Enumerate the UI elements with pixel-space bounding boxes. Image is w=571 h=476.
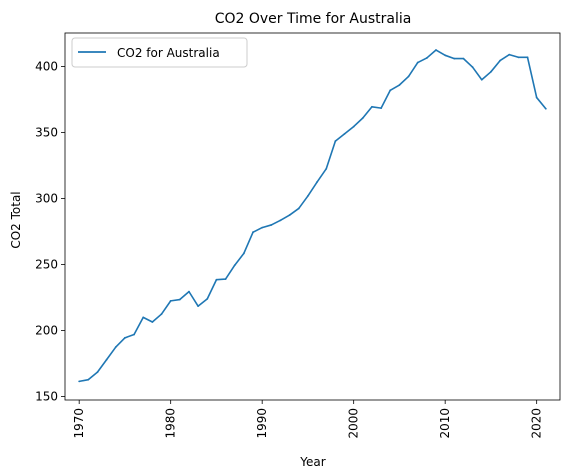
y-tick-label: 250 bbox=[35, 258, 58, 272]
y-tick-label: 200 bbox=[35, 324, 58, 338]
plot-frame bbox=[64, 32, 561, 401]
y-tick-label: 400 bbox=[35, 60, 58, 74]
data-point bbox=[389, 89, 392, 92]
data-point bbox=[197, 305, 200, 308]
data-point bbox=[270, 224, 273, 226]
data-point bbox=[380, 107, 383, 110]
data-point bbox=[142, 316, 145, 319]
y-tick-label: 150 bbox=[35, 390, 58, 404]
data-point bbox=[517, 56, 520, 59]
data-point bbox=[398, 84, 401, 86]
data-point bbox=[151, 321, 154, 323]
y-axis-ticks: 150 200 250 300 350 400 bbox=[35, 60, 65, 404]
data-point bbox=[425, 57, 428, 59]
data-point bbox=[261, 226, 264, 229]
data-point bbox=[544, 107, 547, 110]
chart-title: CO2 Over Time for Australia bbox=[215, 11, 412, 27]
data-point bbox=[471, 66, 474, 69]
data-point bbox=[316, 181, 318, 183]
x-tick-label: 2000 bbox=[347, 408, 361, 439]
x-tick-label: 1990 bbox=[255, 408, 269, 439]
data-point bbox=[233, 264, 236, 267]
legend: CO2 for Australia bbox=[71, 37, 248, 68]
x-axis-ticks: 1970 1980 1990 2000 2010 2020 bbox=[72, 400, 544, 439]
legend-label: CO2 for Australia bbox=[117, 46, 220, 60]
data-point bbox=[252, 231, 254, 234]
data-point bbox=[499, 59, 501, 62]
data-point bbox=[96, 371, 99, 374]
data-point bbox=[453, 57, 456, 60]
data-point bbox=[206, 297, 209, 300]
data-point bbox=[352, 125, 355, 128]
data-point bbox=[215, 278, 218, 281]
x-tick-label: 2010 bbox=[438, 408, 452, 439]
plot-area bbox=[64, 32, 561, 401]
x-tick-label: 2020 bbox=[530, 408, 544, 439]
data-point bbox=[361, 117, 364, 119]
data-point bbox=[87, 378, 90, 381]
x-axis-label: Year bbox=[299, 455, 325, 469]
data-point bbox=[371, 105, 373, 108]
data-point bbox=[535, 96, 538, 99]
data-point bbox=[279, 219, 282, 222]
y-tick-label: 350 bbox=[35, 126, 58, 140]
data-point bbox=[325, 167, 328, 170]
data-point bbox=[407, 75, 410, 78]
legend-box bbox=[71, 37, 248, 68]
y-tick-label: 300 bbox=[35, 192, 58, 206]
data-point bbox=[435, 49, 437, 51]
data-point bbox=[490, 70, 492, 73]
data-point bbox=[114, 346, 117, 348]
data-point bbox=[334, 140, 337, 143]
data-point bbox=[416, 61, 419, 64]
data-point bbox=[444, 54, 447, 57]
data-point bbox=[288, 214, 291, 216]
data-point bbox=[508, 53, 511, 56]
data-point bbox=[188, 290, 190, 293]
data-point bbox=[480, 78, 483, 81]
data-point bbox=[462, 57, 465, 60]
y-axis-label: CO2 Total bbox=[9, 191, 23, 248]
data-point bbox=[160, 313, 163, 315]
data-point bbox=[343, 132, 346, 135]
data-point bbox=[78, 380, 81, 383]
series-line-co2-australia bbox=[79, 49, 547, 383]
x-tick-label: 1980 bbox=[164, 408, 178, 439]
data-point bbox=[105, 358, 108, 361]
x-tick-label: 1970 bbox=[72, 408, 86, 439]
data-point bbox=[178, 298, 181, 301]
data-point bbox=[526, 56, 529, 59]
data-point bbox=[124, 336, 126, 339]
data-point bbox=[307, 195, 309, 197]
data-point bbox=[242, 252, 245, 255]
data-point bbox=[297, 207, 300, 210]
data-point bbox=[224, 278, 227, 280]
data-point bbox=[133, 333, 135, 336]
data-point bbox=[169, 299, 172, 302]
